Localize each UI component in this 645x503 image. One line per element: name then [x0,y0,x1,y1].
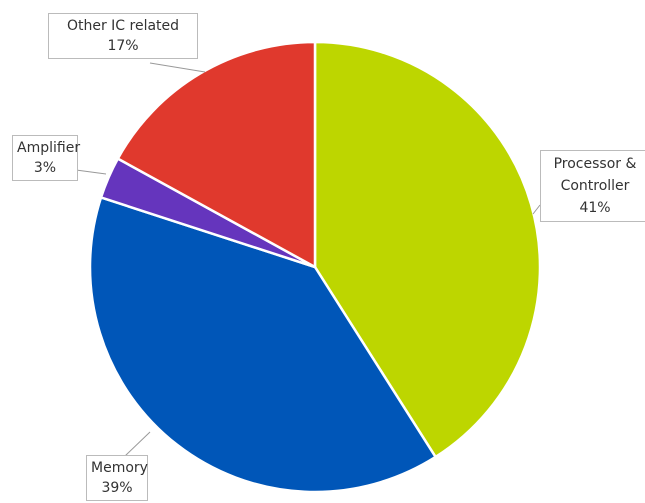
category-label: Amplifier [17,140,81,156]
pie-slice [116,40,317,270]
value-label: 3% [33,160,57,176]
value-label: 39% [101,480,133,496]
slice-label: Memory 39% [86,455,148,501]
value-label: 17% [107,38,139,54]
leader-line [75,169,107,175]
category-label: Memory [91,460,148,476]
leader-line [149,62,206,73]
leader-line [124,431,151,457]
pie-slice [88,195,438,494]
value-label: 41% [579,200,611,216]
slice-label: Other IC related 17% [48,13,198,59]
category-label: Processor & Controller [553,156,637,194]
slice-label: Processor & Controller 41% [540,150,645,222]
pie-slice [313,40,542,459]
category-label: Other IC related [66,18,180,34]
leader-line [532,204,541,215]
slice-label: Amplifier 3% [12,135,81,181]
